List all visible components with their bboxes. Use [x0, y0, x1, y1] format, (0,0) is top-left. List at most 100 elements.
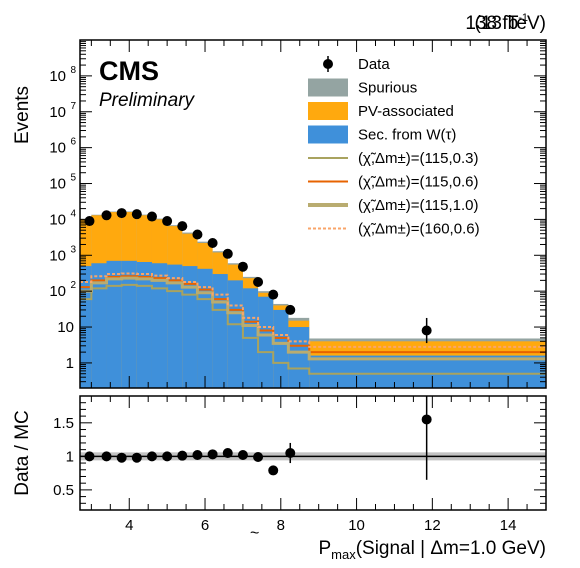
y-tick-label-base: 10 [49, 104, 66, 121]
y-tick-label-exponent: 7 [70, 101, 76, 112]
y-tick-label: 10 [49, 140, 66, 157]
lumi-label: 138 fb-1 [465, 12, 528, 34]
legend-swatch [308, 78, 348, 97]
legend-label: PV-associated [358, 103, 454, 120]
bar [151, 263, 168, 388]
ratio-point [146, 451, 157, 462]
data-point [162, 216, 173, 227]
y-tick-label-exponent: 4 [70, 208, 76, 219]
x-tick-label: 6 [201, 517, 209, 534]
data-point [146, 211, 157, 222]
bar [212, 274, 228, 388]
y-tick-label-base: 10 [49, 140, 66, 157]
ratio-point [268, 465, 279, 476]
bar [182, 266, 198, 388]
y-tick-label-exponent: 6 [70, 137, 76, 148]
ratio-point [207, 449, 218, 460]
y-tick-label: 10 [49, 68, 66, 85]
signal-line [80, 272, 546, 348]
bar [258, 296, 274, 388]
main-ticks [80, 39, 547, 389]
ratio-panel: 0.5 1 1.5 4 6 8 10 12 14 Data / MC Pmax(Signal … [12, 395, 547, 562]
data-points [84, 208, 432, 344]
bar [167, 264, 183, 388]
y-tick-label-base: 10 [49, 283, 66, 300]
bar [309, 355, 546, 388]
bar [288, 327, 310, 388]
ratio-point [131, 452, 142, 463]
y-tick-label-exponent: 3 [70, 244, 76, 255]
data-point [237, 261, 248, 272]
y-tick-label-exponent: 2 [70, 280, 76, 291]
y-tick-label-base: 10 [49, 68, 66, 85]
y-tick-label-base: 1 [66, 355, 74, 372]
y-tick-label-exponent: 5 [70, 173, 76, 184]
ratio-point [237, 450, 248, 461]
ratio-y-tick-label: 0.5 [53, 482, 74, 499]
ratio-y-axis-label: Data / MC [12, 410, 33, 496]
signal-lines [80, 272, 546, 375]
data-point [116, 208, 127, 219]
ratio-point [177, 450, 188, 461]
data-point [421, 325, 432, 336]
bar [91, 263, 107, 388]
ratio-point [253, 452, 264, 463]
legend-marker [323, 59, 333, 69]
main-y-tick-labels: 1 10 10 2 10 3 10 4 10 5 10 6 10 7 10 8 [49, 65, 76, 372]
data-point [285, 304, 296, 315]
ratio-y-tick-labels: 0.5 1 1.5 [53, 415, 74, 499]
data-point [101, 210, 112, 221]
data-point [253, 277, 264, 288]
legend-label: Spurious [358, 80, 417, 97]
x-tick-label: 4 [125, 517, 133, 534]
main-panel: 1 10 10 2 10 3 10 4 10 5 10 6 10 7 10 8 Events CMS Prel… [12, 39, 547, 389]
ratio-point [222, 448, 233, 458]
cms-label: CMS [99, 56, 159, 86]
legend-swatch [308, 102, 348, 120]
stack-bars [80, 211, 546, 388]
legend-swatch [308, 125, 348, 144]
data-point [192, 229, 203, 240]
energy-label: (13 TeV) [475, 13, 546, 34]
signal-line [80, 283, 546, 375]
x-axis-label: Pmax(Signal | Δm=1.0 GeV) [318, 538, 546, 562]
data-point [222, 248, 233, 259]
ratio-y-tick-label: 1 [66, 448, 74, 465]
legend-label: (χ̃,Δm±)=(115,0.3) [358, 150, 478, 167]
x-tick-label: 14 [500, 517, 517, 534]
y-tick-label-exponent: 8 [70, 65, 76, 76]
data-point [131, 209, 142, 220]
legend-label: (χ̃,Δm±)=(160,0.6) [358, 221, 480, 238]
legend-label: (χ̃,Δm±)=(115,0.6) [358, 174, 478, 191]
main-panel-frame [79, 39, 547, 389]
legend: Data Spurious PV-associated Sec. from W(τ) (… [308, 56, 480, 238]
ratio-uncertainty-band [80, 452, 546, 461]
ratio-point [421, 414, 432, 425]
y-tick-label: 10 [57, 319, 74, 336]
ratio-point [84, 451, 95, 462]
ratio-panel-frame [79, 395, 547, 511]
y-tick-label: 10 [49, 247, 66, 264]
data-point [268, 289, 279, 300]
legend-label: Sec. from W(τ) [358, 127, 456, 144]
ratio-point [162, 451, 173, 462]
y-tick-label: 10 [49, 176, 66, 193]
legend-label: (χ̃,Δm±)=(115,1.0) [358, 197, 478, 214]
y-axis-label: Events [12, 86, 33, 144]
data-point [84, 216, 95, 227]
bar [227, 280, 243, 388]
data-point [177, 221, 188, 232]
x-axis-subscript: max [331, 547, 356, 562]
x-tick-label: 8 [277, 517, 285, 534]
ratio-point [192, 450, 203, 461]
ratio-points [84, 396, 432, 480]
ratio-y-tick-label: 1.5 [53, 415, 74, 432]
bar [136, 261, 152, 388]
preliminary-label: Preliminary [99, 90, 196, 111]
y-tick-label-base: 10 [49, 247, 66, 264]
bar [273, 309, 289, 388]
y-tick-label-base: 10 [49, 211, 66, 228]
y-tick-label: 10 [49, 104, 66, 121]
y-tick-label: 1 [66, 355, 74, 372]
